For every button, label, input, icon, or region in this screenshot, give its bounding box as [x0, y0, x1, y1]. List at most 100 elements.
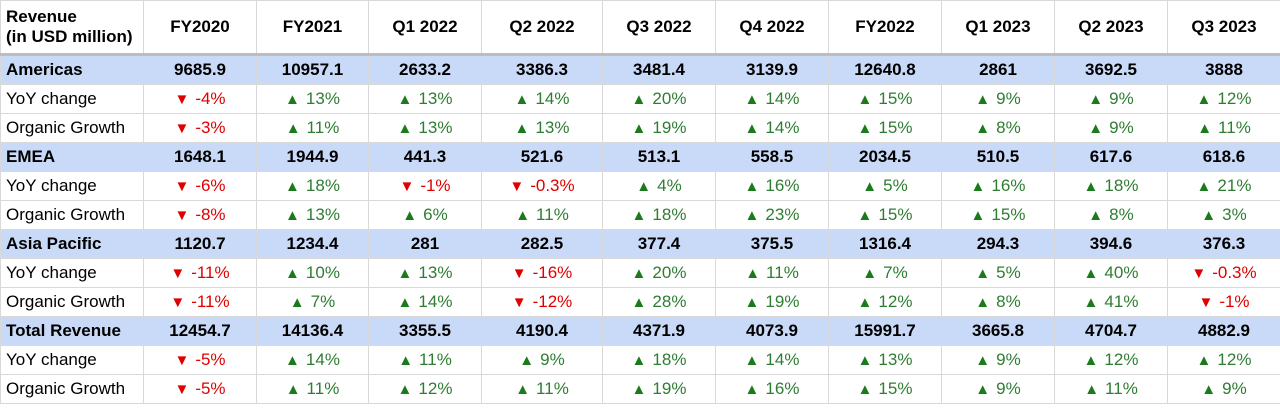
triangle-up-icon: ▲: [862, 265, 878, 282]
triangle-up-icon: ▲: [1196, 91, 1212, 108]
triangle-up-icon: ▲: [514, 91, 530, 108]
percent-change-cell: ▲ 15%: [828, 374, 942, 404]
region-total-row: Asia Pacific 1120.7 1234.4 281 282.5 377.4 375…: [0, 229, 1280, 259]
percent-value: -11%: [191, 292, 230, 311]
triangle-up-icon: ▲: [285, 265, 300, 282]
triangle-up-icon: ▲: [631, 91, 647, 108]
percent-change-cell: ▲ 10%: [256, 258, 369, 288]
revenue-value-cell: 1234.4: [256, 229, 369, 259]
percent-value: 21%: [1217, 176, 1252, 195]
percent-change-cell: ▲ 11%: [1054, 374, 1168, 404]
triangle-up-icon: ▲: [398, 352, 414, 369]
percent-change-cell: ▲ 8%: [941, 287, 1055, 317]
revenue-value-cell: 3355.5: [368, 316, 482, 346]
triangle-up-icon: ▲: [631, 207, 647, 224]
triangle-down-icon: ▼: [399, 178, 415, 195]
triangle-up-icon: ▲: [631, 294, 647, 311]
percent-change-cell: ▼ -12%: [481, 287, 603, 317]
percent-value: 15%: [878, 89, 913, 108]
percent-value: 7%: [310, 292, 336, 311]
percent-value: 11%: [306, 118, 340, 137]
revenue-value-cell: 3692.5: [1054, 54, 1168, 85]
triangle-up-icon: ▲: [1083, 294, 1099, 311]
percent-value: 12%: [878, 292, 913, 311]
revenue-value-cell: 521.6: [481, 142, 603, 172]
triangle-up-icon: ▲: [857, 381, 873, 398]
triangle-up-icon: ▲: [285, 120, 301, 137]
triangle-up-icon: ▲: [975, 265, 991, 282]
percent-change-cell: ▲ 5%: [941, 258, 1055, 288]
percent-value: -0.3%: [1212, 263, 1257, 282]
percent-change-cell: ▼ -11%: [143, 287, 257, 317]
percent-value: 19%: [765, 292, 800, 311]
triangle-down-icon: ▼: [511, 265, 527, 282]
percent-change-cell: ▲ 9%: [1167, 374, 1280, 404]
percent-value: 15%: [991, 205, 1026, 224]
percent-change-cell: ▲ 20%: [602, 258, 716, 288]
region-total-row: Americas 9685.9 10957.1 2633.2 3386.3 3481.4 3…: [0, 54, 1280, 85]
triangle-up-icon: ▲: [1083, 265, 1099, 282]
triangle-up-icon: ▲: [1088, 91, 1104, 108]
triangle-up-icon: ▲: [1196, 178, 1212, 195]
triangle-down-icon: ▼: [511, 294, 527, 311]
triangle-down-icon: ▼: [174, 207, 190, 224]
triangle-up-icon: ▲: [857, 120, 873, 137]
revenue-value-cell: 376.3: [1167, 229, 1280, 259]
column-header: Q1 2023: [941, 0, 1055, 56]
triangle-up-icon: ▲: [744, 381, 760, 398]
percent-value: 5%: [883, 176, 908, 195]
revenue-value-cell: 294.3: [941, 229, 1055, 259]
percent-change-cell: ▲ 19%: [602, 113, 716, 143]
region-label: Total Revenue: [0, 316, 144, 346]
percent-change-cell: ▲ 3%: [1167, 200, 1280, 230]
percent-value: -11%: [191, 263, 230, 282]
percent-change-cell: ▲ 12%: [368, 374, 482, 404]
percent-value: 14%: [765, 350, 800, 369]
column-header: Q3 2023: [1167, 0, 1280, 56]
percent-value: 6%: [423, 205, 448, 224]
metric-label: Organic Growth: [0, 113, 144, 143]
revenue-value-cell: 3481.4: [602, 54, 716, 85]
column-header: Q2 2023: [1054, 0, 1168, 56]
percent-change-cell: ▼ -5%: [143, 345, 257, 375]
percent-change-cell: ▲ 15%: [828, 113, 942, 143]
revenue-value-cell: 441.3: [368, 142, 482, 172]
percent-value: -6%: [195, 176, 226, 195]
metric-row: YoY change ▼ -11% ▲ 10% ▲ 13% ▼ -16% ▲ 20% ▲ 11% ▲ 7% ▲…: [0, 258, 1280, 288]
metric-row: Organic Growth ▼ -5% ▲ 11% ▲ 12% ▲ 11% ▲ 19% ▲ 16% ▲ 1…: [0, 374, 1280, 404]
revenue-value-cell: 4073.9: [715, 316, 829, 346]
revenue-value-cell: 3139.9: [715, 54, 829, 85]
percent-change-cell: ▲ 16%: [715, 374, 829, 404]
percent-change-cell: ▲ 4%: [602, 171, 716, 201]
triangle-down-icon: ▼: [174, 352, 190, 369]
column-header: Q2 2022: [481, 0, 603, 56]
triangle-up-icon: ▲: [1084, 381, 1100, 398]
percent-value: 11%: [1218, 118, 1251, 137]
revenue-value-cell: 282.5: [481, 229, 603, 259]
percent-change-cell: ▼ -11%: [143, 258, 257, 288]
percent-value: 10%: [305, 263, 340, 282]
percent-change-cell: ▲ 18%: [256, 171, 369, 201]
triangle-up-icon: ▲: [519, 352, 535, 369]
triangle-up-icon: ▲: [397, 120, 413, 137]
triangle-up-icon: ▲: [744, 120, 760, 137]
header-row: Revenue (in USD million) FY2020 FY2021 Q…: [0, 0, 1280, 56]
triangle-down-icon: ▼: [174, 91, 190, 108]
metric-label: YoY change: [0, 258, 144, 288]
percent-value: 18%: [652, 350, 687, 369]
percent-value: 20%: [652, 263, 687, 282]
revenue-value-cell: 2034.5: [828, 142, 942, 172]
percent-change-cell: ▲ 9%: [941, 345, 1055, 375]
percent-value: 14%: [418, 292, 453, 311]
triangle-up-icon: ▲: [285, 381, 301, 398]
percent-value: -12%: [532, 292, 573, 311]
percent-value: 40%: [1104, 263, 1139, 282]
percent-value: 16%: [765, 176, 800, 195]
metric-row: Organic Growth ▼ -3% ▲ 11% ▲ 13% ▲ 13% ▲ 19% ▲ 14% ▲ 1…: [0, 113, 1280, 143]
percent-value: 20%: [652, 89, 687, 108]
percent-change-cell: ▲ 12%: [1167, 345, 1280, 375]
revenue-value-cell: 2861: [941, 54, 1055, 85]
percent-change-cell: ▲ 11%: [715, 258, 829, 288]
percent-change-cell: ▼ -16%: [481, 258, 603, 288]
percent-value: 11%: [1105, 379, 1138, 398]
